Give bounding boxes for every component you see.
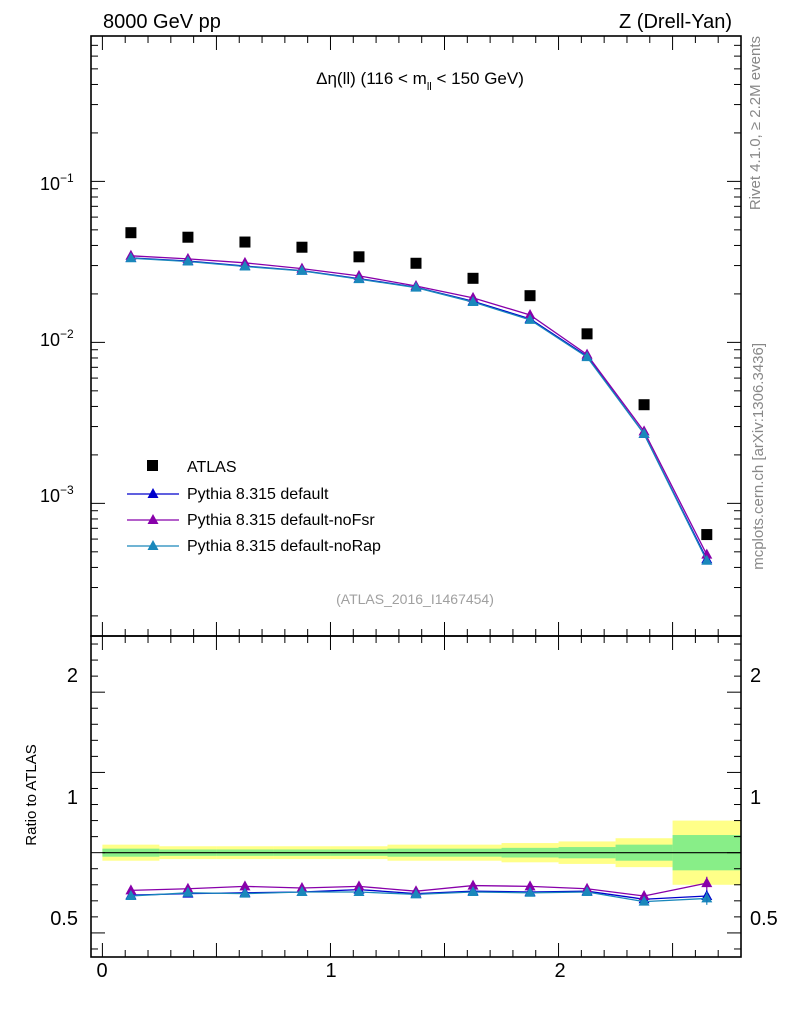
panel-frames	[90, 35, 742, 958]
mc-data-point-3	[410, 281, 422, 292]
mc-series-line-2	[130, 255, 708, 555]
legend-default-label: Pythia 8.315 default	[187, 486, 329, 503]
plot-title-sub: ll	[427, 81, 432, 93]
ratio-data-point-2	[353, 885, 365, 896]
legend-nofsr-marker	[147, 514, 159, 524]
mc-data-point-3	[296, 264, 308, 275]
plot-title: Δη(ll) (116 < mll < 150 GeV)	[316, 69, 524, 93]
ratio-ytick-label: 0.5	[50, 908, 78, 930]
ratio-ytick-label-right: 1	[750, 787, 761, 809]
legend-atlas-label: ATLAS	[187, 459, 237, 476]
mc-data-point-3	[125, 252, 137, 263]
atlas-data-point	[182, 231, 194, 243]
ratio-data-point-2	[581, 885, 593, 896]
mc-data-point-3	[701, 554, 713, 565]
main-ytick-label: 10−1	[40, 171, 74, 194]
atlas-data-point	[638, 399, 650, 411]
atlas-data-point	[125, 227, 137, 239]
legend-nofsr-label: Pythia 8.315 default-noFsr	[187, 512, 375, 529]
ratio-uncertainty-bands	[102, 820, 741, 885]
mc-data-point-3	[638, 427, 650, 438]
atlas-data-point	[353, 251, 365, 263]
legend: ATLAS Pythia 8.315 default Pythia 8.315 …	[127, 459, 381, 555]
legend-atlas-marker	[147, 460, 158, 471]
ratio-ytick-label-right: 2	[750, 665, 761, 687]
ratio-data-point-1	[467, 879, 479, 890]
mc-data-point-3	[581, 351, 593, 362]
xtick-label: 0	[96, 960, 107, 982]
ratio-ytick-label-right: 0.5	[750, 908, 778, 930]
plot-title-rest: < 150 GeV)	[432, 69, 524, 88]
ratio-data-point-2	[410, 888, 422, 899]
ratio-data-point-2	[524, 886, 536, 897]
legend-default-marker	[147, 488, 159, 498]
mc-data-point-3	[353, 273, 365, 284]
atlas-data-point	[296, 241, 308, 253]
ratio-data-point-2	[296, 885, 308, 896]
right-title: Z (Drell-Yan)	[619, 11, 732, 33]
rivet-label: Rivet 4.1.0, ≥ 2.2M events	[747, 36, 764, 210]
watermark: (ATLAS_2016_I1467454)	[336, 591, 494, 607]
ratio-data-point-1	[239, 880, 251, 891]
ratio-data-point-2	[638, 895, 650, 906]
plot-title-main: Δη(ll) (116 < m	[316, 69, 427, 88]
main-ytick-label: 10−2	[40, 327, 74, 350]
mcplots-label: mcplots.cern.ch [arXiv:1306.3436]	[750, 343, 767, 570]
ratio-data-point-1	[353, 880, 365, 891]
ratio-ylabel: Ratio to ATLAS	[23, 744, 40, 845]
mc-data-point-3	[239, 260, 251, 271]
mc-data-point-3	[182, 255, 194, 266]
ratio-data-point-1	[524, 880, 536, 891]
ratio-data-point-1	[125, 884, 137, 895]
ratio-panel-frame	[90, 635, 742, 958]
ratio-ytick-label: 1	[67, 787, 78, 809]
atlas-data-point	[410, 257, 422, 269]
atlas-data-point	[524, 290, 536, 302]
ratio-data-point-2	[182, 886, 194, 897]
xtick-label: 1	[325, 960, 336, 982]
ratio-ytick-label: 2	[67, 665, 78, 687]
mc-data-point-3	[524, 313, 536, 324]
main-ytick-label: 10−3	[40, 483, 74, 506]
ratio-data-marks	[125, 876, 713, 906]
ratio-data-point-1	[638, 890, 650, 901]
atlas-data-point	[467, 272, 479, 284]
atlas-data-point	[701, 529, 713, 541]
xtick-label: 2	[554, 960, 565, 982]
atlas-data-point	[239, 236, 251, 248]
legend-norap-label: Pythia 8.315 default-noRap	[187, 538, 381, 555]
main-data-marks	[125, 227, 713, 565]
mc-data-point-3	[467, 296, 479, 307]
ratio-data-point-2	[239, 887, 251, 898]
left-title: 8000 GeV pp	[103, 11, 221, 33]
ratio-data-point-2	[125, 890, 137, 901]
atlas-data-point	[581, 328, 593, 340]
legend-norap-marker	[147, 540, 159, 550]
ratio-data-point-2	[467, 885, 479, 896]
